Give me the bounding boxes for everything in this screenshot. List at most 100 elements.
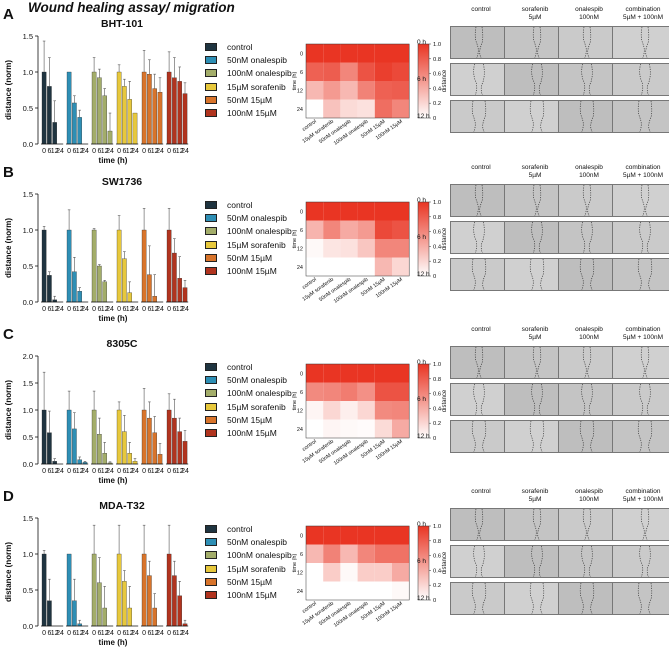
heatmap-cell xyxy=(306,202,324,221)
legend-swatch xyxy=(205,375,217,384)
micrograph xyxy=(612,184,669,217)
x-tick-label: 0 xyxy=(167,630,171,637)
bar xyxy=(122,258,127,303)
image-row-label: 12 h xyxy=(417,271,430,278)
wound-edge xyxy=(471,259,476,290)
colorbar-title: distance xyxy=(442,551,448,574)
colorbar-tick-label: 1.0 xyxy=(433,524,441,530)
bar xyxy=(97,77,102,145)
wound-edge xyxy=(645,509,650,540)
image-row-label: 6 h xyxy=(417,76,427,83)
heatmap-cell xyxy=(357,44,375,63)
x-tick-label: 12 xyxy=(101,306,109,313)
wound-edge xyxy=(581,384,586,415)
micrograph xyxy=(450,26,512,59)
heatmap-cell xyxy=(357,526,375,545)
legend-label: 50nM onalespib xyxy=(227,54,288,65)
wound-edge xyxy=(646,384,651,415)
colorbar-tick-label: 0.6 xyxy=(433,392,441,398)
micrograph xyxy=(612,383,669,416)
x-tick-label: 24 xyxy=(56,306,64,313)
legend-label: 50nM 15µM xyxy=(227,414,273,425)
wound-edge xyxy=(480,222,485,253)
legend-swatch xyxy=(205,213,217,222)
x-tick-label: 6 xyxy=(147,306,151,313)
x-tick-label: 12 xyxy=(76,468,84,475)
heatmap-cell xyxy=(357,401,375,420)
micrograph xyxy=(450,508,512,541)
legend-swatch xyxy=(205,55,217,64)
x-tick-label: 6 xyxy=(172,468,176,475)
heatmap-row-label: 6 xyxy=(300,70,303,76)
micrograph xyxy=(612,100,669,133)
wound-edge xyxy=(538,546,543,577)
heatmap-cell xyxy=(323,382,341,401)
heatmap-cell xyxy=(357,544,375,563)
x-tick-label: 0 xyxy=(117,306,121,313)
x-tick-label: 0 xyxy=(92,306,96,313)
bar xyxy=(107,130,113,145)
heatmap-cell xyxy=(357,419,375,438)
x-tick-label: 0 xyxy=(67,306,71,313)
heatmap-cell xyxy=(340,44,358,63)
wound-edge xyxy=(482,583,487,614)
wound-edge xyxy=(531,222,536,253)
heatmap-cell xyxy=(392,364,410,383)
wound-edge xyxy=(474,185,479,216)
legend-item: 100nM 15µM xyxy=(205,264,292,277)
panel-letter: B xyxy=(3,164,14,181)
image-column-label: combination 5µM + 100nM xyxy=(622,6,664,21)
x-tick-label: 12 xyxy=(151,148,159,155)
wound-edge xyxy=(582,347,587,378)
bar xyxy=(41,409,47,465)
legend-swatch xyxy=(205,95,217,104)
legend-item: 100nM onalespib xyxy=(205,549,292,562)
heatmap-cell xyxy=(340,62,358,81)
wound-edge xyxy=(581,546,586,577)
wound-edge xyxy=(646,222,651,253)
wound-edge xyxy=(640,27,645,58)
panel-letter: C xyxy=(3,326,14,343)
wound-edge xyxy=(474,509,479,540)
x-tick-label: 24 xyxy=(131,148,139,155)
wound-edge xyxy=(479,509,484,540)
heatmap-cell xyxy=(323,401,341,420)
x-tick-label: 0 xyxy=(142,468,146,475)
heatmap-cell xyxy=(374,563,392,582)
x-tick-label: 12 xyxy=(126,148,134,155)
x-tick-label: 0 xyxy=(117,468,121,475)
legend-label: 100nM onalespib xyxy=(227,550,292,561)
x-tick-label: 0 xyxy=(67,148,71,155)
micrograph xyxy=(504,26,566,59)
legend-item: 50nM 15µM xyxy=(205,413,292,426)
legend-label: 15µM sorafenib xyxy=(227,563,286,574)
colorbar-title: distance xyxy=(442,389,448,412)
heatmap-cell xyxy=(357,364,375,383)
legend-swatch xyxy=(205,429,217,438)
x-tick-label: 6 xyxy=(97,630,101,637)
heatmap-cell xyxy=(323,44,341,63)
heatmap-cell xyxy=(392,401,410,420)
image-row-label: 12 h xyxy=(417,433,430,440)
bar xyxy=(141,553,147,627)
x-tick-label: 0 xyxy=(42,630,46,637)
micrograph xyxy=(504,420,566,453)
x-tick-label: 12 xyxy=(51,468,59,475)
bar xyxy=(166,553,172,627)
bar xyxy=(182,287,188,303)
legend-label: 100nM onalespib xyxy=(227,226,292,237)
legend-swatch xyxy=(205,267,217,276)
heatmap-cell xyxy=(374,257,392,276)
bar xyxy=(47,86,52,145)
x-tick-label: 6 xyxy=(72,630,76,637)
micrograph xyxy=(612,420,669,453)
x-tick-label: 6 xyxy=(147,148,151,155)
wound-edge xyxy=(639,64,644,95)
x-tick-label: 0 xyxy=(92,148,96,155)
x-tick-label: 24 xyxy=(81,630,89,637)
colorbar-tick-label: 0.2 xyxy=(433,421,441,427)
bar xyxy=(102,453,107,465)
heatmap-y-label: time (h) xyxy=(292,72,298,91)
panel-letter: D xyxy=(3,488,14,505)
wound-edge xyxy=(648,583,653,614)
